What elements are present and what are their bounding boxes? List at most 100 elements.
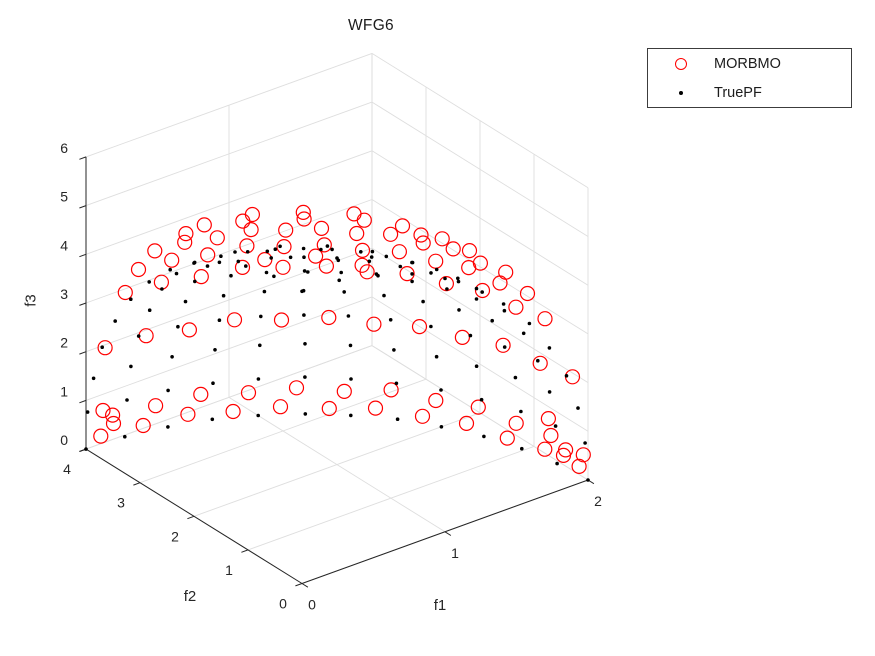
scatter-point <box>91 376 96 381</box>
scatter-point <box>394 381 399 386</box>
scatter-point <box>490 318 495 323</box>
scatter-point <box>125 398 129 402</box>
x-axis-label: f1 <box>433 597 447 614</box>
scatter-point <box>384 254 389 259</box>
svg-text:0: 0 <box>60 432 68 448</box>
scatter-point <box>93 428 109 444</box>
scatter-point <box>164 252 180 268</box>
scatter-point <box>135 417 151 434</box>
svg-text:0: 0 <box>308 597 316 613</box>
scatter-point <box>243 222 259 238</box>
scatter-point <box>479 397 484 402</box>
scatter-point <box>349 225 365 242</box>
svg-text:3: 3 <box>117 495 125 511</box>
scatter-point <box>468 333 473 338</box>
scatter-point <box>325 244 330 248</box>
scatter-point <box>183 299 188 304</box>
scatter-point <box>147 308 152 313</box>
scatter-point <box>411 319 428 335</box>
scatter-point <box>209 230 225 246</box>
scatter-point <box>319 247 323 252</box>
scatter-point <box>269 256 274 260</box>
scatter-point <box>272 399 289 415</box>
scatter-point <box>303 412 308 416</box>
scatter-point <box>555 461 559 466</box>
scatter-point <box>434 231 450 247</box>
scatter-point <box>434 267 439 272</box>
scatter-point <box>439 388 443 392</box>
scatter-point <box>369 255 374 259</box>
scatter-point <box>354 257 370 273</box>
scatter-point <box>413 227 429 243</box>
scatter-point <box>428 392 444 409</box>
scatter-point <box>221 293 226 298</box>
legend-entry-truepf: TruePF <box>648 78 851 107</box>
scatter-point <box>456 276 460 281</box>
scatter-point <box>519 409 523 414</box>
scatter-point <box>461 243 478 259</box>
svg-text:6: 6 <box>60 140 68 156</box>
y-axis-label: f2 <box>183 588 197 605</box>
scatter-point <box>557 442 574 458</box>
scatter-point <box>330 247 334 252</box>
axis-rulers <box>85 156 589 584</box>
scatter-point <box>302 313 306 317</box>
scatter-point <box>501 302 506 306</box>
scatter-point <box>226 312 243 328</box>
circle-marker-icon <box>675 57 687 70</box>
scatter-point <box>160 287 164 291</box>
scatter-point <box>443 276 447 281</box>
scatter-point <box>262 289 267 294</box>
scatter-point <box>480 290 485 294</box>
scatter-point <box>349 377 353 381</box>
scatter-point <box>346 314 351 318</box>
scatter-point <box>321 309 337 326</box>
scatter-point <box>370 249 375 254</box>
scatter-point <box>410 272 414 276</box>
scatter-point <box>421 299 425 304</box>
scatter-point <box>147 280 151 284</box>
scatter-point <box>359 250 363 254</box>
scatter-point <box>410 260 415 265</box>
scatter-point <box>346 206 362 222</box>
scatter-point <box>502 308 507 313</box>
scatter-point <box>170 355 174 359</box>
scatter-point <box>536 358 540 363</box>
scatter-point <box>97 340 113 356</box>
scatter-point <box>313 220 330 236</box>
scatter-point <box>259 314 263 319</box>
scatter-point <box>166 388 170 393</box>
scatter-point <box>392 348 396 352</box>
svg-text:5: 5 <box>60 189 68 205</box>
scatter-point <box>508 415 524 431</box>
scatter-point <box>240 385 257 401</box>
scatter-point <box>410 279 414 284</box>
scatter-point <box>177 234 193 250</box>
scatter-point <box>470 399 486 415</box>
svg-text:2: 2 <box>594 493 602 509</box>
series-morbmo-points <box>93 204 591 474</box>
chart-title: WFG6 <box>348 17 394 34</box>
scatter-point <box>571 458 587 474</box>
scatter-point <box>383 226 399 242</box>
scatter-point <box>210 417 215 422</box>
scatter-point <box>508 299 524 315</box>
scatter-point <box>540 411 557 427</box>
scatter-point <box>482 434 486 439</box>
scatter-point <box>428 253 444 269</box>
scatter-point <box>113 319 117 323</box>
scatter-point <box>153 274 169 290</box>
scatter-point <box>256 377 261 381</box>
scatter-point <box>244 206 260 223</box>
scatter-point <box>257 252 273 268</box>
scatter-point <box>166 425 170 429</box>
scatter-point <box>138 328 154 344</box>
scatter-point <box>457 308 461 312</box>
scatter-point <box>104 407 121 423</box>
scatter-point <box>318 258 334 274</box>
scatter-point <box>521 331 526 336</box>
scatter-point <box>434 354 439 359</box>
scatter-point <box>301 246 306 251</box>
scatter-point <box>520 446 524 451</box>
